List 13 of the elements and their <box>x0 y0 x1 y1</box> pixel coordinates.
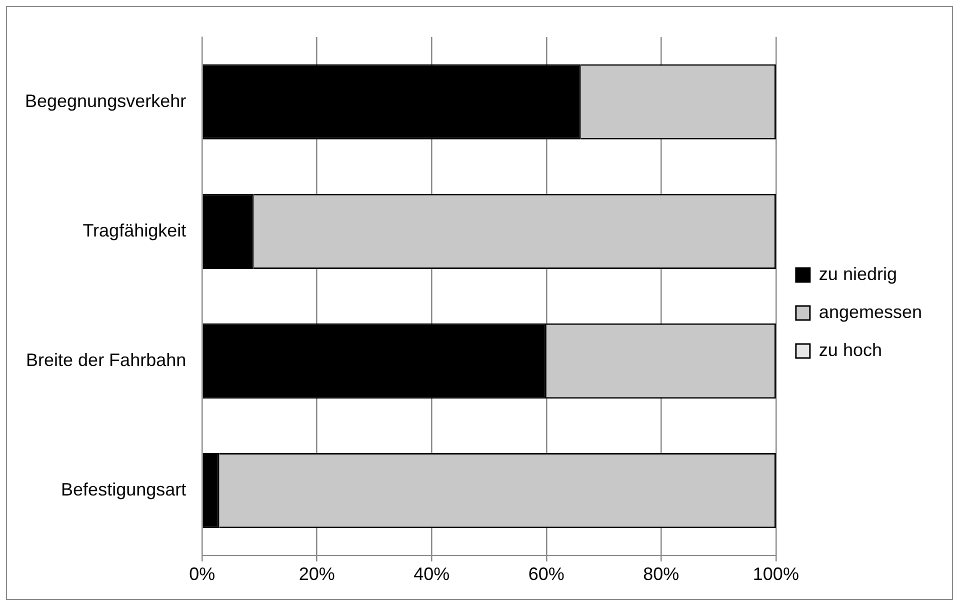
x-tick-label: 40% <box>414 564 450 584</box>
y-tick-label: Begegnungsverkehr <box>24 90 186 111</box>
y-tick-label: Tragfähigkeit <box>82 220 186 240</box>
x-tick-label: 20% <box>298 564 335 584</box>
legend-label: zu niedrig <box>818 264 897 284</box>
legend-label: zu hoch <box>818 340 882 360</box>
x-tick-label: 60% <box>528 564 564 584</box>
x-tick-label: 80% <box>643 564 680 584</box>
x-tick-label: 0% <box>189 564 216 584</box>
y-tick-label: Breite der Fahrbahn <box>26 350 186 370</box>
legend-label: angemessen <box>818 302 922 322</box>
x-tick-label: 100% <box>752 564 799 584</box>
y-tick-label: Befestigungsart <box>61 480 186 500</box>
